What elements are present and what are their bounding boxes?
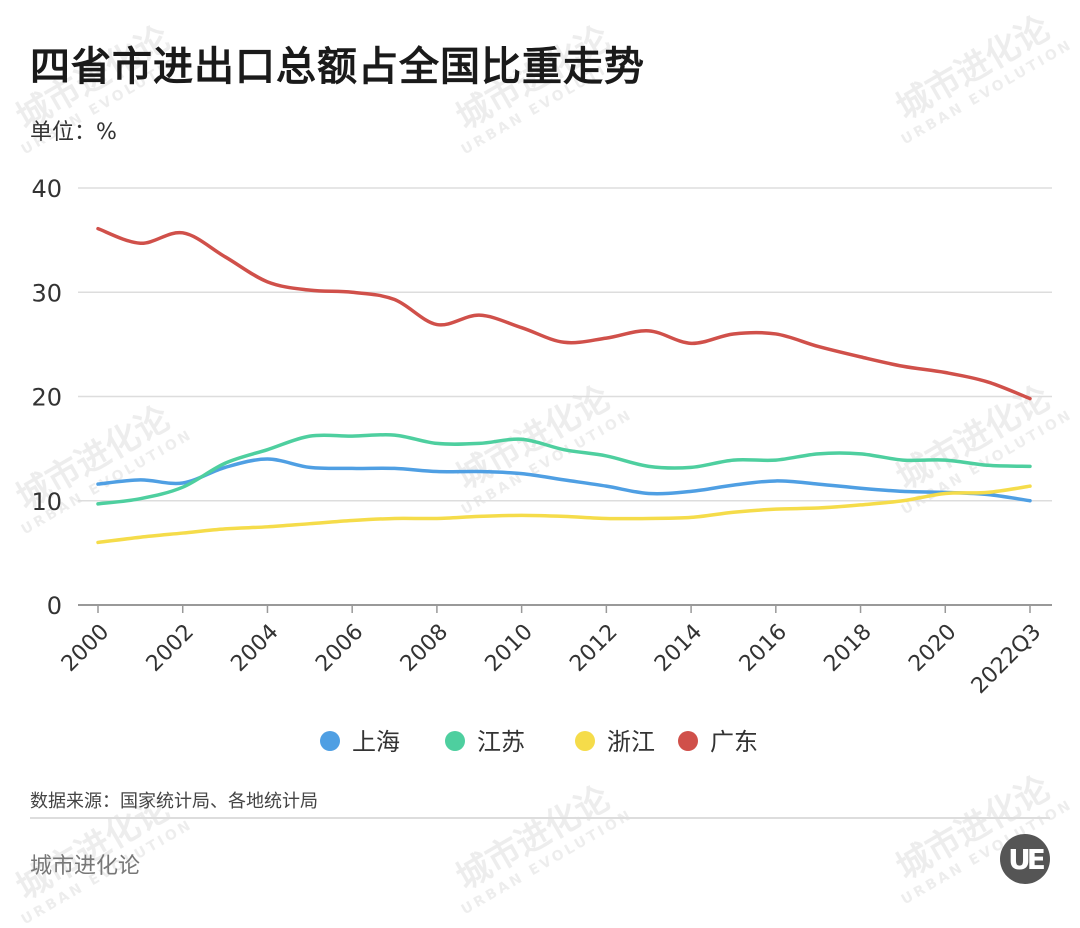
y-tick-label: 30 bbox=[31, 279, 62, 307]
y-tick-label: 10 bbox=[31, 488, 62, 516]
x-tick-label: 2014 bbox=[650, 620, 707, 677]
chart-title: 四省市进出口总额占全国比重走势 bbox=[30, 44, 645, 90]
y-tick-label: 40 bbox=[31, 175, 62, 203]
series-line-上海 bbox=[96, 457, 1032, 503]
brand-logo: UE bbox=[1000, 834, 1050, 884]
series-line-浙江 bbox=[96, 484, 1032, 545]
y-tick-label: 20 bbox=[31, 384, 62, 412]
x-tick-label: 2016 bbox=[735, 620, 792, 677]
x-tick-label: 2020 bbox=[904, 620, 961, 677]
x-tick-label: 2022Q3 bbox=[967, 620, 1046, 699]
y-tick-label: 0 bbox=[47, 592, 62, 620]
legend-marker bbox=[445, 731, 465, 751]
x-tick-label: 2006 bbox=[311, 620, 368, 677]
legend-marker bbox=[320, 731, 340, 751]
legend-label: 广东 bbox=[710, 728, 758, 756]
legend-marker bbox=[575, 731, 595, 751]
x-tick-label: 2004 bbox=[226, 620, 283, 677]
x-tick-label: 2010 bbox=[481, 620, 538, 677]
series-line-广东 bbox=[96, 226, 1032, 401]
brand-name: 城市进化论 bbox=[30, 854, 141, 879]
data-source: 数据来源：国家统计局、各地统计局 bbox=[30, 791, 318, 812]
series-line-江苏 bbox=[96, 432, 1032, 506]
unit-label: 单位：% bbox=[30, 120, 117, 145]
legend-marker bbox=[678, 731, 698, 751]
legend-label: 上海 bbox=[352, 728, 400, 756]
x-tick-label: 2018 bbox=[820, 620, 877, 677]
x-tick-label: 2000 bbox=[57, 620, 114, 677]
x-tick-label: 2012 bbox=[565, 620, 622, 677]
divider bbox=[30, 817, 1050, 819]
x-tick-label: 2002 bbox=[142, 620, 199, 677]
legend-label: 江苏 bbox=[477, 728, 525, 756]
x-tick-label: 2008 bbox=[396, 620, 453, 677]
legend-label: 浙江 bbox=[607, 728, 655, 756]
